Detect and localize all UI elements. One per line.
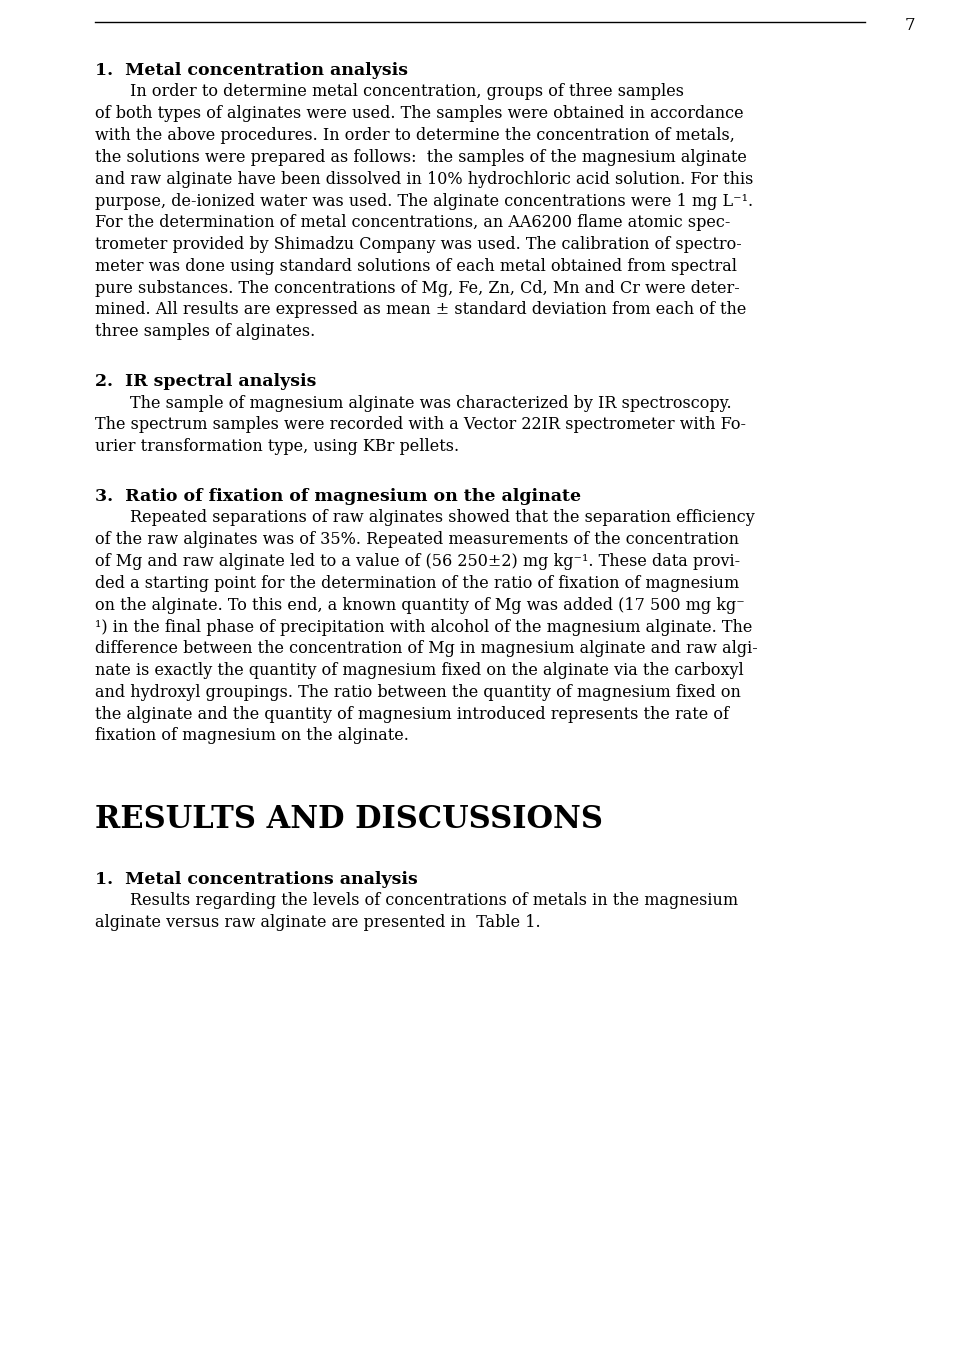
Text: 2.  IR spectral analysis: 2. IR spectral analysis	[95, 373, 317, 390]
Text: alginate versus raw alginate are presented in  Table 1.: alginate versus raw alginate are present…	[95, 914, 540, 932]
Text: 7: 7	[904, 18, 915, 34]
Text: RESULTS AND DISCUSSIONS: RESULTS AND DISCUSSIONS	[95, 804, 603, 835]
Text: purpose, de-ionized water was used. The alginate concentrations were 1 mg L⁻¹.: purpose, de-ionized water was used. The …	[95, 193, 754, 209]
Text: 1.  Metal concentrations analysis: 1. Metal concentrations analysis	[95, 870, 418, 888]
Text: pure substances. The concentrations of Mg, Fe, Zn, Cd, Mn and Cr were deter-: pure substances. The concentrations of M…	[95, 280, 740, 296]
Text: The spectrum samples were recorded with a Vector 22IR spectrometer with Fo-: The spectrum samples were recorded with …	[95, 417, 746, 433]
Text: 3.  Ratio of fixation of magnesium on the alginate: 3. Ratio of fixation of magnesium on the…	[95, 488, 581, 505]
Text: three samples of alginates.: three samples of alginates.	[95, 323, 315, 341]
Text: and raw alginate have been dissolved in 10% hydrochloric acid solution. For this: and raw alginate have been dissolved in …	[95, 171, 754, 187]
Text: ded a starting point for the determination of the ratio of fixation of magnesium: ded a starting point for the determinati…	[95, 574, 739, 592]
Text: the solutions were prepared as follows:  the samples of the magnesium alginate: the solutions were prepared as follows: …	[95, 149, 747, 166]
Text: In order to determine metal concentration, groups of three samples: In order to determine metal concentratio…	[130, 83, 684, 100]
Text: and hydroxyl groupings. The ratio between the quantity of magnesium fixed on: and hydroxyl groupings. The ratio betwee…	[95, 684, 741, 701]
Text: mined. All results are expressed as mean ± standard deviation from each of the: mined. All results are expressed as mean…	[95, 301, 746, 319]
Text: 1.  Metal concentration analysis: 1. Metal concentration analysis	[95, 62, 408, 79]
Text: on the alginate. To this end, a known quantity of Mg was added (17 500 mg kg⁻: on the alginate. To this end, a known qu…	[95, 596, 745, 614]
Text: trometer provided by Shimadzu Company was used. The calibration of spectro-: trometer provided by Shimadzu Company wa…	[95, 236, 742, 253]
Text: urier transformation type, using KBr pellets.: urier transformation type, using KBr pel…	[95, 439, 459, 455]
Text: nate is exactly the quantity of magnesium fixed on the alginate via the carboxyl: nate is exactly the quantity of magnesiu…	[95, 663, 744, 679]
Text: with the above procedures. In order to determine the concentration of metals,: with the above procedures. In order to d…	[95, 128, 734, 144]
Text: difference between the concentration of Mg in magnesium alginate and raw algi-: difference between the concentration of …	[95, 641, 757, 657]
Text: For the determination of metal concentrations, an AA6200 flame atomic spec-: For the determination of metal concentra…	[95, 215, 731, 231]
Text: meter was done using standard solutions of each metal obtained from spectral: meter was done using standard solutions …	[95, 258, 737, 274]
Text: of Mg and raw alginate led to a value of (56 250±2) mg kg⁻¹. These data provi-: of Mg and raw alginate led to a value of…	[95, 553, 740, 570]
Text: the alginate and the quantity of magnesium introduced represents the rate of: the alginate and the quantity of magnesi…	[95, 706, 729, 722]
Text: The sample of magnesium alginate was characterized by IR spectroscopy.: The sample of magnesium alginate was cha…	[130, 395, 732, 411]
Text: ¹) in the final phase of precipitation with alcohol of the magnesium alginate. T: ¹) in the final phase of precipitation w…	[95, 618, 753, 636]
Text: fixation of magnesium on the alginate.: fixation of magnesium on the alginate.	[95, 728, 409, 744]
Text: Results regarding the levels of concentrations of metals in the magnesium: Results regarding the levels of concentr…	[130, 892, 738, 910]
Text: of both types of alginates were used. The samples were obtained in accordance: of both types of alginates were used. Th…	[95, 106, 744, 122]
Text: Repeated separations of raw alginates showed that the separation efficiency: Repeated separations of raw alginates sh…	[130, 509, 755, 527]
Text: of the raw alginates was of 35%. Repeated measurements of the concentration: of the raw alginates was of 35%. Repeate…	[95, 531, 739, 549]
